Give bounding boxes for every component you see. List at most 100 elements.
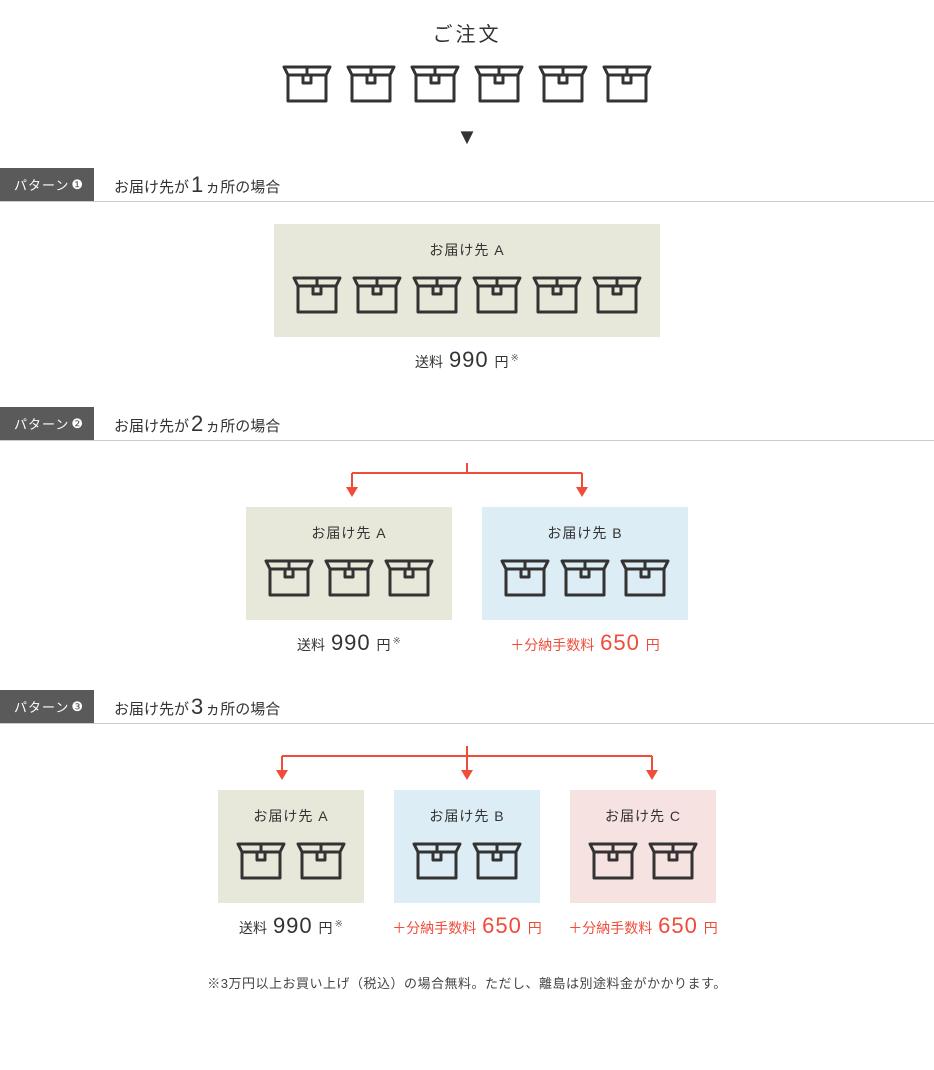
box-icon bbox=[412, 272, 462, 321]
fee-amount: 990 bbox=[447, 347, 491, 372]
destination-cards-row: お届け先 A bbox=[0, 224, 934, 373]
box-icon bbox=[648, 838, 698, 882]
pattern-section: パターン ❶ お届け先が1ヵ所の場合 お届け先 A bbox=[0, 168, 934, 373]
shipping-fee-line: 送料 990 円※ bbox=[297, 630, 401, 656]
pattern-body: お届け先 A 送料 990 円※ お届け先 B bbox=[0, 463, 934, 656]
pattern-desc-num: 2 bbox=[189, 411, 205, 436]
order-box-row bbox=[0, 61, 934, 110]
pattern-badge: パターン ❶ bbox=[0, 168, 94, 201]
box-icon bbox=[592, 272, 642, 316]
box-icon bbox=[588, 838, 638, 882]
box-icon bbox=[474, 61, 524, 110]
box-icon bbox=[292, 272, 342, 321]
pattern-desc-before: お届け先が bbox=[114, 179, 189, 196]
pattern-desc-after: ヵ所の場合 bbox=[205, 179, 280, 196]
box-icon bbox=[620, 555, 670, 599]
box-icon bbox=[538, 61, 588, 105]
destination-card: お届け先 A bbox=[246, 507, 452, 620]
destination-title: お届け先 A bbox=[264, 523, 434, 543]
fee-unit: 円 bbox=[491, 354, 509, 370]
destination-card: お届け先 B bbox=[394, 790, 540, 903]
box-icon bbox=[296, 838, 346, 882]
pattern-badge-prefix: パターン bbox=[14, 697, 69, 716]
fee-label: 送料 bbox=[415, 354, 443, 370]
pattern-description: お届け先が2ヵ所の場合 bbox=[94, 411, 280, 437]
destination-column: お届け先 B ＋分納手数料 650 円 bbox=[388, 790, 546, 939]
destination-box-row bbox=[412, 838, 522, 887]
pattern-desc-before: お届け先が bbox=[114, 418, 189, 435]
fee-unit: 円 bbox=[315, 920, 333, 936]
destination-column: お届け先 A 送料 990 円※ bbox=[212, 790, 370, 939]
box-icon bbox=[472, 272, 522, 321]
fee-label: 送料 bbox=[239, 920, 267, 936]
pattern-badge-number-icon: ❷ bbox=[71, 416, 84, 432]
fee-amount: 650 bbox=[656, 913, 700, 938]
pattern-desc-num: 3 bbox=[189, 694, 205, 719]
box-icon bbox=[324, 555, 374, 604]
box-icon bbox=[236, 838, 286, 887]
destination-box-row bbox=[500, 555, 670, 604]
box-icon bbox=[410, 61, 460, 110]
pattern-body: お届け先 A 送料 990 円※お届け先 B ＋分納手数料 650 円お届け bbox=[0, 746, 934, 939]
split-arrow-icon bbox=[187, 746, 747, 786]
box-icon bbox=[412, 838, 462, 882]
order-title: ご注文 bbox=[0, 18, 934, 47]
fee-label: ＋分納手数料 bbox=[392, 920, 476, 936]
pattern-desc-after: ヵ所の場合 bbox=[205, 418, 280, 435]
box-icon bbox=[532, 272, 582, 321]
box-icon bbox=[264, 555, 314, 599]
fee-unit: 円 bbox=[524, 920, 542, 936]
pattern-description: お届け先が3ヵ所の場合 bbox=[94, 694, 280, 720]
box-icon bbox=[472, 838, 522, 887]
box-icon bbox=[472, 838, 522, 882]
pattern-section: パターン ❸ お届け先が3ヵ所の場合 お届け先 A 送料 990 円※お届け先 … bbox=[0, 690, 934, 939]
pattern-description: お届け先が1ヵ所の場合 bbox=[94, 172, 280, 198]
pattern-badge-prefix: パターン bbox=[14, 175, 69, 194]
down-arrow-icon: ▼ bbox=[0, 124, 934, 150]
pattern-body: お届け先 A bbox=[0, 224, 934, 373]
shipping-fee-line: 送料 990 円※ bbox=[239, 913, 343, 939]
fee-unit: 円 bbox=[700, 920, 718, 936]
destination-title: お届け先 A bbox=[292, 240, 642, 260]
fee-label: 送料 bbox=[297, 637, 325, 653]
box-icon bbox=[292, 272, 342, 316]
box-icon bbox=[620, 555, 670, 604]
destination-card: お届け先 B bbox=[482, 507, 688, 620]
pattern-badge: パターン ❸ bbox=[0, 690, 94, 723]
fee-label: ＋分納手数料 bbox=[568, 920, 652, 936]
box-icon bbox=[500, 555, 550, 604]
box-icon bbox=[412, 272, 462, 316]
destination-card: お届け先 A bbox=[274, 224, 660, 337]
pattern-desc-after: ヵ所の場合 bbox=[205, 701, 280, 718]
destination-title: お届け先 B bbox=[412, 806, 522, 826]
pattern-badge-number-icon: ❶ bbox=[71, 177, 84, 193]
box-icon bbox=[412, 838, 462, 887]
box-icon bbox=[500, 555, 550, 599]
box-icon bbox=[602, 61, 652, 105]
box-icon bbox=[602, 61, 652, 110]
box-icon bbox=[296, 838, 346, 887]
destination-column: お届け先 C ＋分納手数料 650 円 bbox=[564, 790, 722, 939]
box-icon bbox=[384, 555, 434, 604]
box-icon bbox=[324, 555, 374, 599]
destination-title: お届け先 B bbox=[500, 523, 670, 543]
destination-title: お届け先 A bbox=[236, 806, 346, 826]
fee-note-mark-icon: ※ bbox=[333, 919, 343, 930]
destination-cards-row: お届け先 A 送料 990 円※お届け先 B ＋分納手数料 650 円お届け bbox=[0, 790, 934, 939]
split-arrows bbox=[0, 463, 934, 507]
fee-amount: 990 bbox=[329, 630, 373, 655]
destination-box-row bbox=[264, 555, 434, 604]
box-icon bbox=[410, 61, 460, 105]
box-icon bbox=[538, 61, 588, 110]
pattern-section: パターン ❷ お届け先が2ヵ所の場合 お届け先 A 送料 990 円※お届け先 … bbox=[0, 407, 934, 656]
box-icon bbox=[560, 555, 610, 604]
destination-box-row bbox=[292, 272, 642, 321]
box-icon bbox=[346, 61, 396, 110]
destination-card: お届け先 A bbox=[218, 790, 364, 903]
box-icon bbox=[592, 272, 642, 321]
pattern-badge-prefix: パターン bbox=[14, 414, 69, 433]
fee-note-mark-icon: ※ bbox=[509, 353, 519, 364]
box-icon bbox=[532, 272, 582, 316]
destination-column: お届け先 B ＋分納手数料 650 円 bbox=[476, 507, 694, 656]
fee-note-mark-icon: ※ bbox=[391, 636, 401, 647]
